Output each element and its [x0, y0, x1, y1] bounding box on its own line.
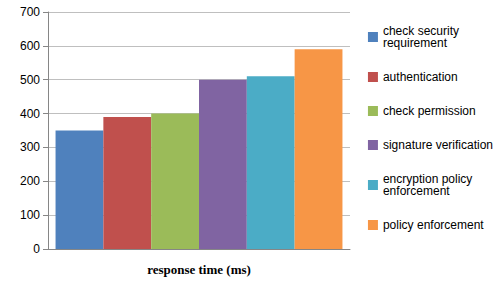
svg-text:400: 400 [20, 107, 40, 121]
svg-text:100: 100 [20, 208, 40, 222]
svg-text:200: 200 [20, 174, 40, 188]
svg-text:encryption policy: encryption policy [382, 172, 476, 186]
svg-text:authentication: authentication [383, 70, 458, 84]
svg-text:500: 500 [20, 73, 40, 87]
svg-text:check permission: check permission [383, 104, 476, 118]
svg-text:requirement: requirement [383, 36, 448, 50]
svg-text:600: 600 [20, 39, 40, 53]
svg-text:check security: check security [382, 24, 463, 38]
svg-text:enforcement: enforcement [383, 184, 450, 198]
svg-text:policy enforcement: policy enforcement [383, 218, 484, 232]
svg-text:response time (ms): response time (ms) [147, 262, 251, 277]
svg-text:0: 0 [33, 242, 40, 256]
svg-text:700: 700 [20, 5, 40, 19]
svg-text:signature verification: signature verification [383, 138, 493, 152]
svg-text:300: 300 [20, 140, 40, 154]
